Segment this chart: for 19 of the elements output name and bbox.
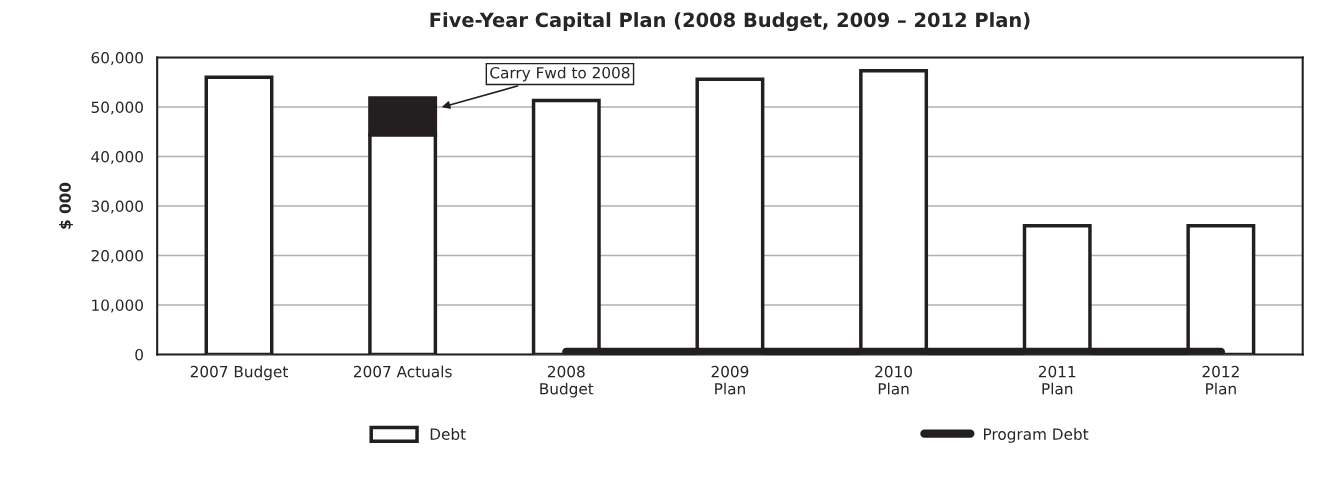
x-tick-label: 2012 Plan <box>1202 365 1239 395</box>
chart-title: Five-Year Capital Plan (2008 Budget, 2009 – 2012 Plan) <box>430 12 1030 32</box>
y-tick-label: 30,000 <box>91 200 143 214</box>
y-tick-label: 20,000 <box>91 249 143 264</box>
x-tick-label: 2011 Plan <box>1038 365 1076 395</box>
y-axis-title: $ 000 <box>59 182 73 229</box>
y-tick-label: 60,000 <box>91 51 143 66</box>
y-tick-label: 10,000 <box>92 299 143 313</box>
x-tick-label: 2008 Budget <box>540 365 594 398</box>
x-tick-label: 2010 Plan <box>875 365 913 395</box>
annotation: Carry Fwd to 2008 <box>490 66 630 82</box>
legend-label: Debt <box>430 428 466 440</box>
x-tick-label: 2007 Budget <box>190 365 288 381</box>
x-tick-label: 2007 Actuals <box>353 365 452 378</box>
x-tick-label: 2009 Plan <box>711 365 749 395</box>
y-tick-label: 0 <box>135 348 143 361</box>
legend-label: Program Debt <box>984 428 1089 443</box>
y-tick-label: 50,000 <box>91 101 143 115</box>
y-tick-label: 40,000 <box>91 150 143 165</box>
